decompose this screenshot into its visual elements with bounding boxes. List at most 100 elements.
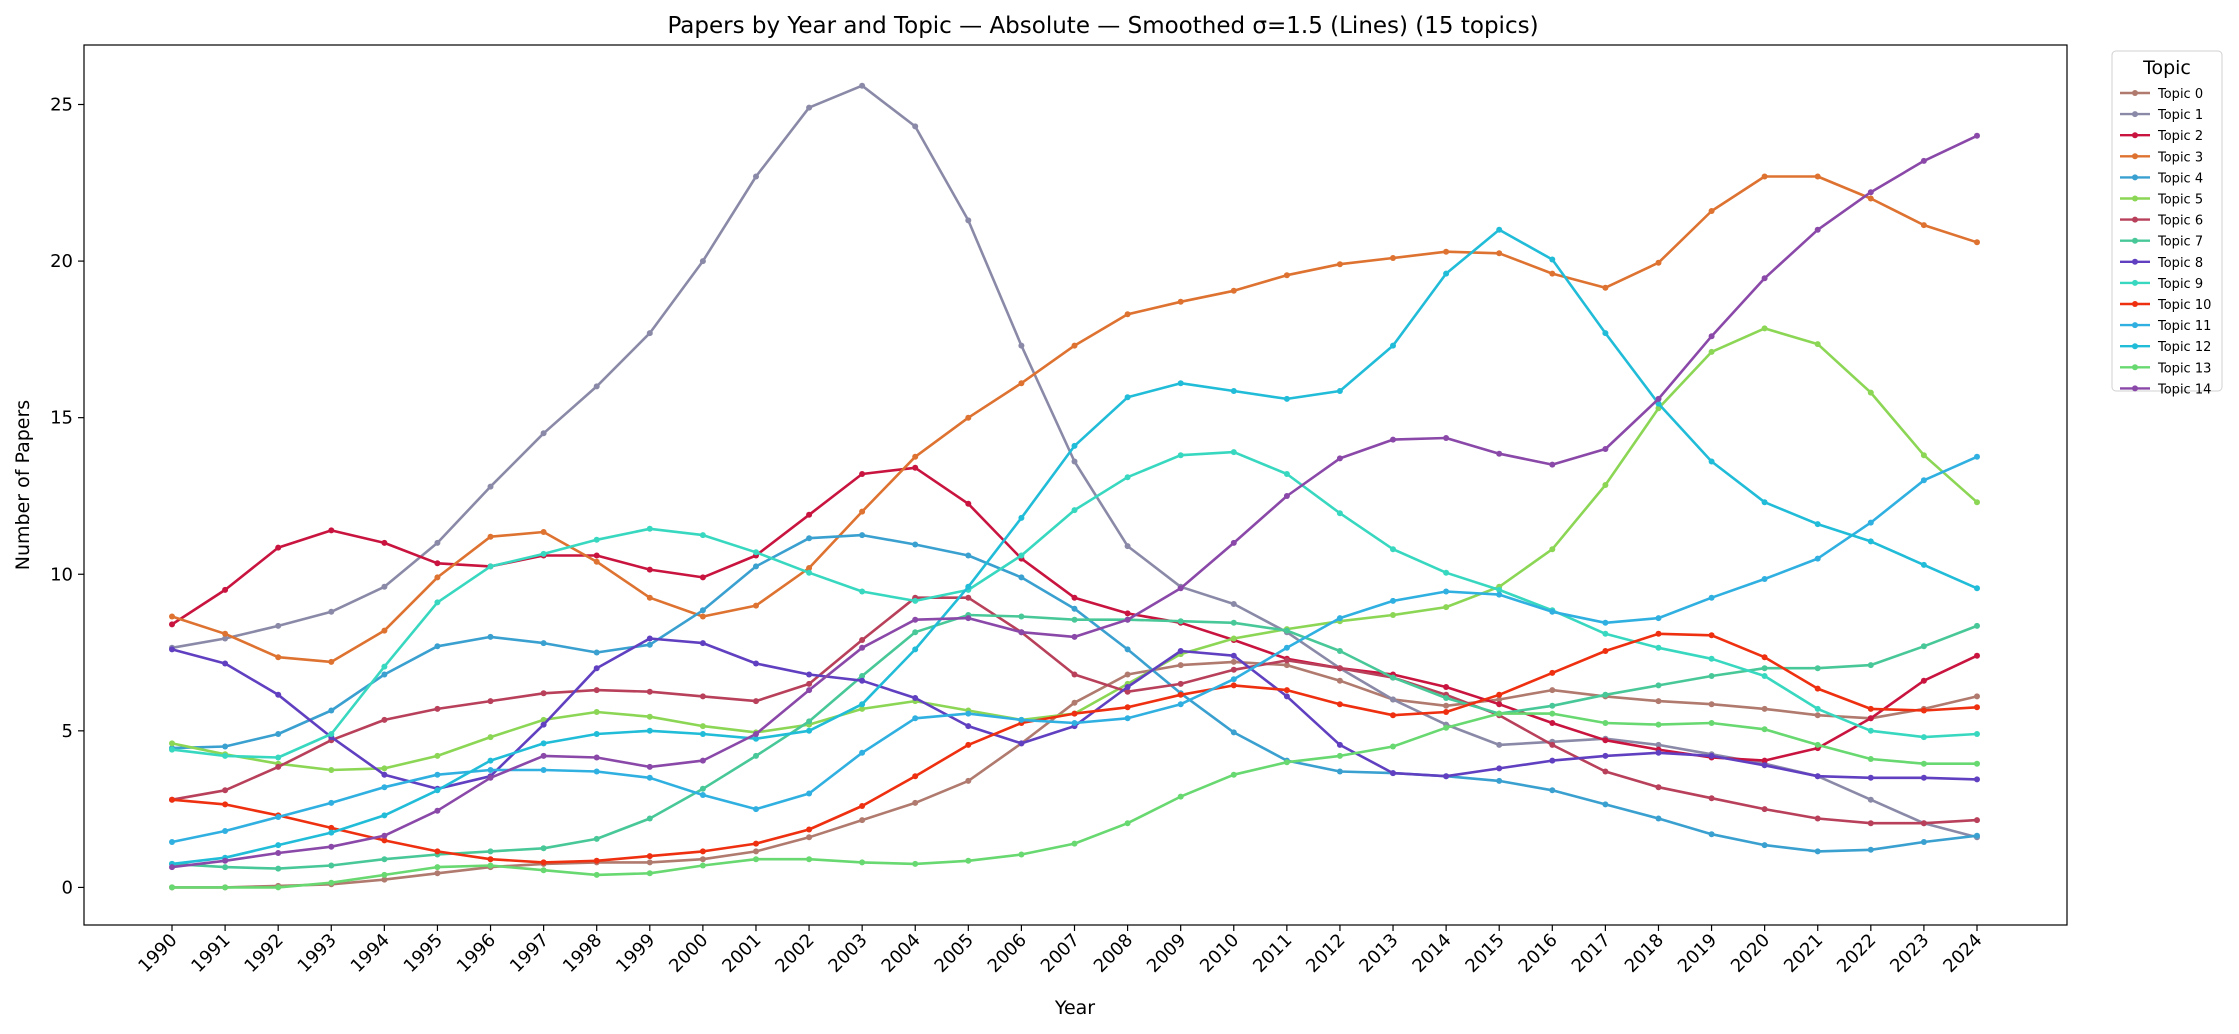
data-point (1443, 773, 1450, 780)
data-point (275, 754, 282, 761)
data-point (381, 856, 388, 863)
data-point (381, 812, 388, 819)
data-point (1814, 521, 1821, 528)
data-point (1655, 615, 1662, 622)
data-point (806, 104, 813, 111)
data-point (1018, 552, 1025, 559)
legend-item: Topic 6 (2120, 214, 2203, 229)
data-point (540, 867, 547, 874)
data-point (1974, 622, 1980, 629)
data-point (699, 640, 706, 647)
data-point (1496, 691, 1503, 698)
data-point (1708, 831, 1715, 838)
data-point (1974, 693, 1980, 700)
data-point (381, 784, 388, 791)
data-point (859, 508, 866, 515)
data-point (1390, 255, 1396, 261)
data-point (646, 635, 653, 642)
y-tick-label: 25 (50, 95, 73, 116)
series-line (170, 596, 1979, 825)
legend-label: Topic 6 (2157, 214, 2203, 229)
data-point (593, 383, 600, 390)
x-tick-label: 1997 (506, 930, 553, 977)
legend-items: Topic 0 Topic 1 Topic 2 Topic 3 Topic 4 Topic… (2120, 87, 2211, 397)
data-point (1867, 189, 1874, 196)
data-point (1018, 716, 1025, 723)
data-point (487, 483, 494, 490)
legend-item: Topic 2 (2120, 129, 2203, 144)
data-point (275, 544, 282, 551)
data-point (1708, 795, 1715, 802)
data-point (540, 845, 547, 852)
data-point (1974, 499, 1980, 506)
data-point (1920, 774, 1927, 781)
x-tick-label: 2002 (771, 930, 818, 977)
series-topic-12 (169, 226, 1980, 867)
data-point (1283, 657, 1290, 664)
data-point (1602, 482, 1609, 488)
data-point (806, 565, 813, 571)
legend-label: Topic 12 (2157, 340, 2211, 355)
data-point (1920, 561, 1927, 568)
data-point (806, 569, 813, 576)
data-point (1443, 724, 1450, 731)
data-point (699, 848, 706, 855)
data-point (1602, 752, 1609, 759)
data-point (1920, 452, 1927, 459)
data-point (222, 787, 229, 794)
data-point (593, 731, 600, 737)
data-point (1336, 510, 1343, 517)
data-point (487, 633, 494, 640)
data-point (1071, 594, 1078, 601)
data-point (1230, 388, 1237, 394)
x-tick-label: 1996 (453, 930, 500, 977)
legend-label: Topic 11 (2157, 319, 2211, 334)
data-point (1602, 619, 1609, 626)
x-tick-label: 2009 (1143, 930, 1190, 977)
x-tick-label: 2003 (824, 930, 871, 977)
data-point (169, 839, 175, 845)
data-point (806, 687, 813, 694)
legend-swatch-marker (2132, 132, 2138, 139)
data-point (1708, 458, 1715, 465)
data-point (965, 583, 972, 590)
data-point (1124, 311, 1131, 318)
data-point (487, 698, 494, 705)
data-point (1124, 394, 1131, 401)
data-point (753, 731, 759, 737)
data-point (1071, 671, 1078, 678)
data-point (1230, 729, 1237, 736)
data-point (1443, 569, 1450, 576)
data-point (169, 740, 175, 747)
legend-label: Topic 10 (2157, 298, 2211, 313)
data-point (169, 884, 175, 891)
data-point (1177, 585, 1184, 592)
series-topic-3 (169, 173, 1980, 665)
data-point (646, 594, 653, 601)
data-point (487, 533, 494, 540)
data-point (1283, 493, 1290, 499)
series-topic-10 (169, 630, 1980, 866)
data-point (381, 671, 388, 678)
data-point (753, 698, 759, 705)
data-point (540, 859, 547, 866)
data-point (1549, 710, 1556, 717)
data-point (699, 607, 706, 614)
data-point (1708, 208, 1715, 214)
data-point (275, 691, 282, 698)
data-point (328, 829, 335, 836)
data-point (1708, 348, 1715, 355)
data-point (1761, 726, 1768, 733)
data-point (1814, 685, 1821, 692)
data-point (1602, 768, 1609, 775)
data-point (1443, 435, 1450, 441)
data-point (1124, 704, 1131, 711)
data-point (699, 757, 706, 764)
data-point (540, 740, 547, 747)
data-point (699, 693, 706, 700)
data-point (1124, 543, 1131, 550)
series-layer (169, 82, 1980, 891)
data-point (540, 640, 547, 647)
x-tick-label: 2005 (931, 930, 978, 977)
